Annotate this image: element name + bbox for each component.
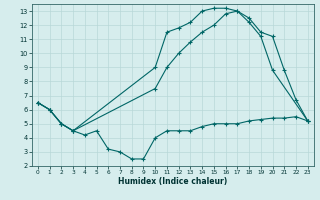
X-axis label: Humidex (Indice chaleur): Humidex (Indice chaleur)	[118, 177, 228, 186]
